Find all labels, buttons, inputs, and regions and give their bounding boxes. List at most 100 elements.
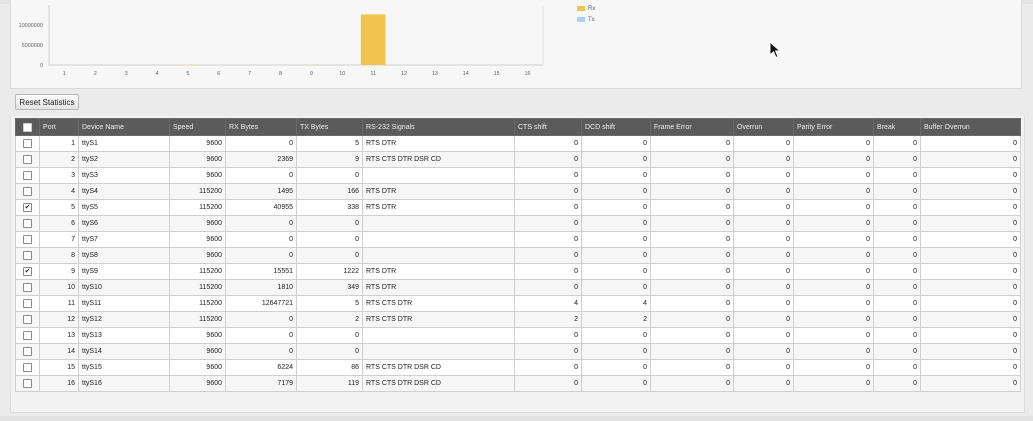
row-select-checkbox[interactable]	[23, 363, 32, 372]
row-select-cell[interactable]	[15, 135, 40, 152]
row-select-checkbox[interactable]	[23, 283, 32, 292]
table-row[interactable]: 1 ttyS1 9600 0 5 RTS DTR 0 0 0 0 0 0 0	[15, 135, 1021, 152]
cell-device-name: ttyS5	[78, 199, 170, 216]
table-row[interactable]: 13 ttyS13 9600 0 0 0 0 0 0 0 0 0	[15, 327, 1021, 344]
cell-device-name: ttyS14	[78, 343, 170, 360]
cell-frame-error: 0	[650, 183, 734, 200]
cell-break: 0	[873, 359, 921, 376]
cell-rx-bytes: 0	[225, 247, 297, 264]
cell-dcd-shift: 0	[581, 199, 651, 216]
cell-tx-bytes: 349	[296, 279, 363, 296]
row-select-checkbox[interactable]	[23, 187, 32, 196]
select-all-header[interactable]	[15, 118, 40, 136]
column-header-rx-bytes[interactable]: RX Bytes	[225, 118, 297, 136]
cell-rs232-signals: RTS DTR	[362, 199, 515, 216]
table-row[interactable]: 15 ttyS15 9600 6224 86 RTS CTS DTR DSR CD 0 0 0 0…	[15, 359, 1021, 376]
row-select-cell[interactable]	[15, 327, 40, 344]
table-row[interactable]: 7 ttyS7 9600 0 0 0 0 0 0 0 0 0	[15, 231, 1021, 248]
cell-rs232-signals	[362, 247, 515, 264]
table-row[interactable]: 14 ttyS14 9600 0 0 0 0 0 0 0 0 0	[15, 343, 1021, 360]
row-select-cell[interactable]	[15, 215, 40, 232]
table-row[interactable]: 16 ttyS16 9600 7179 119 RTS CTS DTR DSR CD 0 0 0…	[15, 375, 1021, 392]
x-tick-label: 15	[494, 71, 500, 77]
reset-statistics-button[interactable]: Reset Statistics	[15, 94, 79, 110]
cell-buffer-overrun: 0	[920, 311, 1021, 328]
cell-speed: 115200	[169, 311, 226, 328]
cell-break: 0	[873, 311, 921, 328]
row-select-checkbox[interactable]	[23, 299, 32, 308]
column-header-cts-shift[interactable]: CTS shift	[514, 118, 582, 136]
table-header-row: Port Device Name Speed RX Bytes TX Bytes…	[15, 118, 1021, 136]
column-header-break[interactable]: Break	[873, 118, 921, 136]
table-row[interactable]: ✔ 9 ttyS9 115200 15551 1222 RTS DTR 0 0 0 0 0 0 0	[15, 263, 1021, 280]
cell-parity-error: 0	[793, 295, 874, 312]
row-select-checkbox[interactable]	[23, 251, 32, 260]
row-select-cell[interactable]	[15, 295, 40, 312]
table-row[interactable]: 4 ttyS4 115200 1495 166 RTS DTR 0 0 0 0 0 0 0	[15, 183, 1021, 200]
row-select-cell[interactable]: ✔	[15, 199, 40, 216]
cell-cts-shift: 0	[514, 199, 582, 216]
row-select-cell[interactable]	[15, 375, 40, 392]
column-header-frame-error[interactable]: Frame Error	[650, 118, 734, 136]
table-row[interactable]: ✔ 5 ttyS5 115200 40955 338 RTS DTR 0 0 0 0 0 0 0	[15, 199, 1021, 216]
column-header-tx-bytes[interactable]: TX Bytes	[296, 118, 363, 136]
row-select-cell[interactable]	[15, 183, 40, 200]
table-row[interactable]: 12 ttyS12 115200 0 2 RTS CTS DTR 2 2 0 0 0 0 0	[15, 311, 1021, 328]
cell-tx-bytes: 0	[296, 231, 363, 248]
column-header-speed[interactable]: Speed	[169, 118, 226, 136]
column-header-parity-error[interactable]: Parity Error	[793, 118, 874, 136]
row-select-cell[interactable]	[15, 343, 40, 360]
row-select-checkbox[interactable]	[23, 219, 32, 228]
cell-dcd-shift: 0	[581, 327, 651, 344]
row-select-checkbox[interactable]: ✔	[23, 267, 32, 276]
cell-buffer-overrun: 0	[920, 199, 1021, 216]
row-select-cell[interactable]	[15, 167, 40, 184]
column-header-overrun[interactable]: Overrun	[733, 118, 794, 136]
row-select-cell[interactable]	[15, 359, 40, 376]
cell-dcd-shift: 0	[581, 359, 651, 376]
row-select-cell[interactable]	[15, 311, 40, 328]
cell-overrun: 0	[733, 215, 794, 232]
cell-break: 0	[873, 199, 921, 216]
column-header-port[interactable]: Port	[39, 118, 79, 136]
row-select-checkbox[interactable]	[23, 347, 32, 356]
row-select-checkbox[interactable]	[23, 235, 32, 244]
row-select-checkbox[interactable]	[23, 171, 32, 180]
row-select-cell[interactable]	[15, 247, 40, 264]
cell-port: 3	[39, 167, 79, 184]
cell-break: 0	[873, 263, 921, 280]
row-select-cell[interactable]	[15, 279, 40, 296]
cell-port: 12	[39, 311, 79, 328]
row-select-checkbox[interactable]: ✔	[23, 203, 32, 212]
table-row[interactable]: 10 ttyS10 115200 1810 349 RTS DTR 0 0 0 0 0 0 0	[15, 279, 1021, 296]
x-tick-label: 12	[401, 71, 407, 77]
cell-cts-shift: 0	[514, 279, 582, 296]
row-select-cell[interactable]	[15, 151, 40, 168]
row-select-checkbox[interactable]	[23, 139, 32, 148]
cell-port: 7	[39, 231, 79, 248]
cell-speed: 115200	[169, 295, 226, 312]
row-select-cell[interactable]: ✔	[15, 263, 40, 280]
column-header-device-name[interactable]: Device Name	[78, 118, 170, 136]
row-select-checkbox[interactable]	[23, 331, 32, 340]
select-all-checkbox[interactable]	[23, 122, 32, 132]
column-header-dcd-shift[interactable]: DCD shift	[581, 118, 651, 136]
cell-rx-bytes: 0	[225, 327, 297, 344]
table-row[interactable]: 3 ttyS3 9600 0 0 0 0 0 0 0 0 0	[15, 167, 1021, 184]
table-row[interactable]: 11 ttyS11 115200 12647721 5 RTS CTS DTR 4 4 0 0 0 0…	[15, 295, 1021, 312]
row-select-checkbox[interactable]	[23, 155, 32, 164]
cell-rs232-signals	[362, 327, 515, 344]
cell-parity-error: 0	[793, 231, 874, 248]
column-header-buffer-overrun[interactable]: Buffer Overrun	[920, 118, 1021, 136]
cell-rx-bytes: 0	[225, 311, 297, 328]
row-select-checkbox[interactable]	[23, 379, 32, 388]
column-header-rs232-signals[interactable]: RS-232 Signals	[362, 118, 515, 136]
table-row[interactable]: 2 ttyS2 9600 2369 9 RTS CTS DTR DSR CD 0 0 0 0 0 0 0	[15, 151, 1021, 168]
cell-buffer-overrun: 0	[920, 263, 1021, 280]
row-select-cell[interactable]	[15, 231, 40, 248]
row-select-checkbox[interactable]	[23, 315, 32, 324]
table-row[interactable]: 6 ttyS6 9600 0 0 0 0 0 0 0 0 0	[15, 215, 1021, 232]
cell-frame-error: 0	[650, 263, 734, 280]
table-row[interactable]: 8 ttyS8 9600 0 0 0 0 0 0 0 0 0	[15, 247, 1021, 264]
cell-overrun: 0	[733, 247, 794, 264]
